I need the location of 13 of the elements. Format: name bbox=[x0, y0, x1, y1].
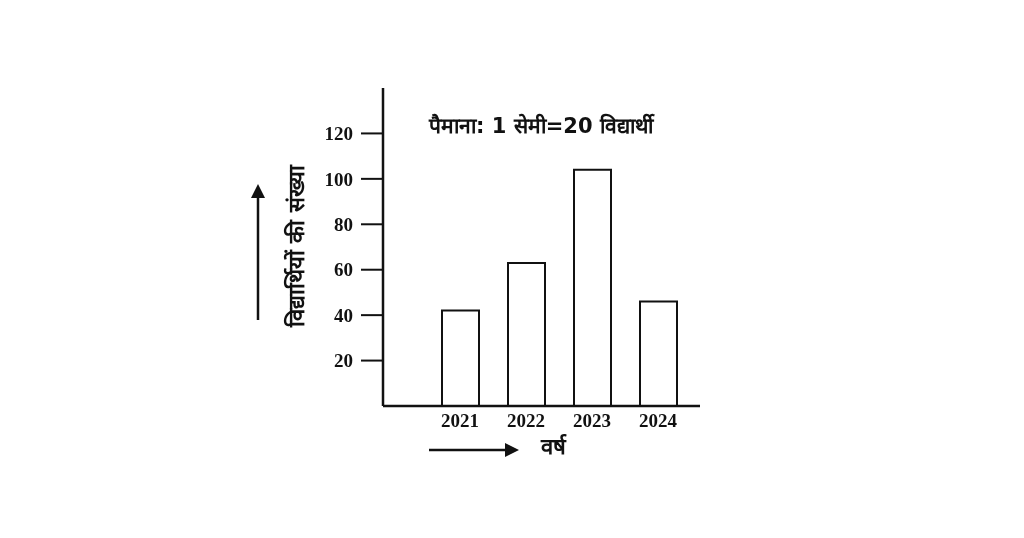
annotation: पैमाना: 1 सेमी=20 विद्यार्थी bbox=[429, 114, 653, 138]
x-tick-label: 2022 bbox=[507, 410, 545, 432]
y-tick-label: 60 bbox=[334, 259, 353, 281]
y-tick-label: 20 bbox=[334, 350, 353, 372]
y-tick-label: 40 bbox=[334, 304, 353, 326]
x-axis-title: वर्ष bbox=[540, 434, 566, 459]
x-tick-label: 2024 bbox=[639, 410, 678, 432]
y-tick-label: 80 bbox=[334, 214, 353, 236]
x-tick-label: 2023 bbox=[573, 410, 611, 432]
y-axis-title: विद्यार्थियों की संख्या bbox=[284, 164, 309, 328]
y-tick-label: 100 bbox=[324, 168, 353, 190]
x-tick-label: 2021 bbox=[441, 410, 479, 432]
y-tick-label: 120 bbox=[324, 123, 353, 145]
